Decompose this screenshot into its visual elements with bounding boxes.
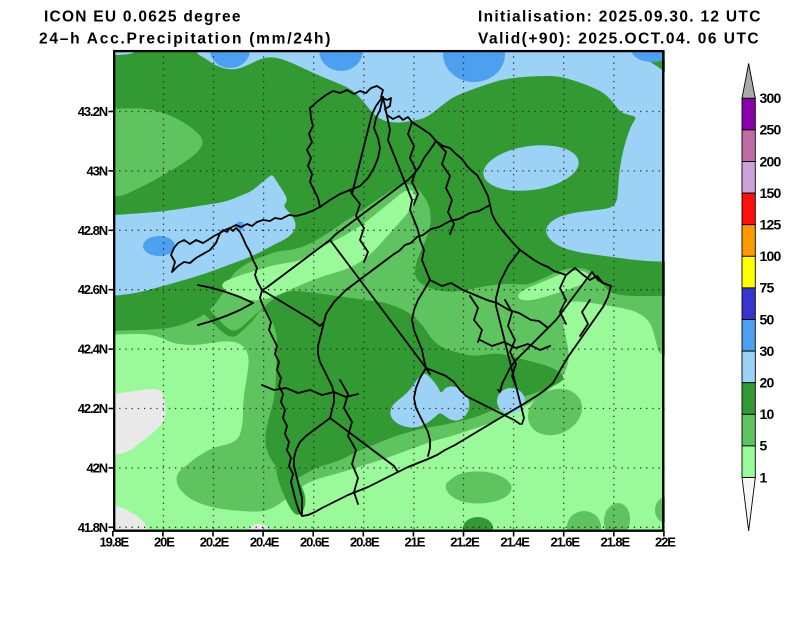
svg-text:ICON EU 0.0625 degree: ICON EU 0.0625 degree [44, 9, 242, 26]
svg-text:43.2N: 43.2N [78, 104, 108, 119]
svg-text:22E: 22E [655, 535, 676, 550]
svg-text:5: 5 [760, 438, 768, 454]
svg-text:21.4E: 21.4E [500, 535, 530, 550]
svg-text:21.2E: 21.2E [450, 535, 480, 550]
svg-text:21E: 21E [404, 535, 425, 550]
svg-text:20.8E: 20.8E [350, 535, 380, 550]
svg-text:75: 75 [760, 280, 775, 296]
svg-text:125: 125 [760, 217, 782, 233]
svg-text:20.6E: 20.6E [300, 535, 330, 550]
svg-text:42.8N: 42.8N [78, 223, 108, 238]
svg-text:42N: 42N [86, 460, 107, 475]
svg-text:100: 100 [760, 248, 782, 264]
svg-text:250: 250 [760, 122, 782, 138]
svg-text:Initialisation: 2025.09.30. 12: Initialisation: 2025.09.30. 12 UTC [478, 9, 762, 26]
svg-text:24–h Acc.Precipitation (mm/24h: 24–h Acc.Precipitation (mm/24h) [39, 31, 332, 48]
svg-text:42.2N: 42.2N [78, 401, 108, 416]
svg-text:300: 300 [760, 90, 782, 106]
svg-text:20.2E: 20.2E [200, 535, 230, 550]
svg-text:20: 20 [760, 375, 775, 391]
svg-text:20E: 20E [154, 535, 175, 550]
svg-text:42.4N: 42.4N [78, 342, 108, 357]
svg-text:10: 10 [760, 406, 775, 422]
svg-text:1: 1 [760, 469, 768, 485]
svg-text:200: 200 [760, 153, 782, 169]
svg-text:50: 50 [760, 311, 775, 327]
svg-text:41.8N: 41.8N [78, 520, 108, 535]
svg-text:21.8E: 21.8E [601, 535, 631, 550]
svg-text:43N: 43N [86, 163, 107, 178]
svg-text:30: 30 [760, 343, 775, 359]
svg-text:21.6E: 21.6E [550, 535, 580, 550]
svg-text:42.6N: 42.6N [78, 282, 108, 297]
svg-text:20.4E: 20.4E [250, 535, 280, 550]
svg-text:19.8E: 19.8E [100, 535, 130, 550]
svg-text:150: 150 [760, 185, 782, 201]
svg-text:Valid(+90): 2025.OCT.04. 06 UT: Valid(+90): 2025.OCT.04. 06 UTC [478, 31, 760, 48]
